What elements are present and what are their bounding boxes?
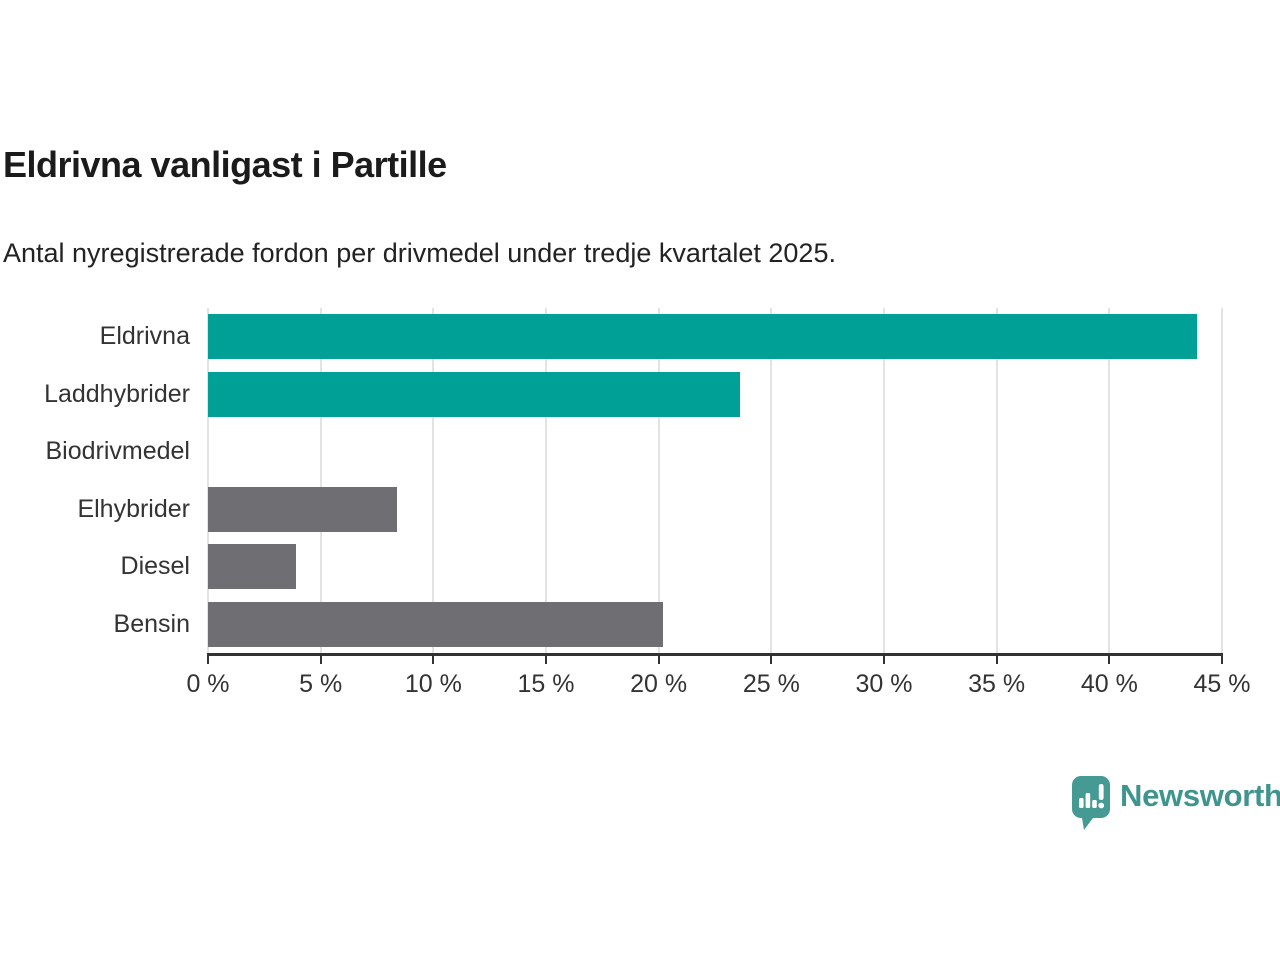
category-label: Elhybrider [77,494,190,523]
x-axis-tick [1221,653,1223,664]
bar-row: Laddhybrider [0,366,1280,424]
x-axis-tick-label: 25 % [742,670,800,698]
x-axis-tick-label: 0 % [186,670,230,698]
x-axis-tick [657,653,660,664]
gridline [1108,308,1111,653]
newsworthy-chart-bubble-icon [1072,776,1110,830]
x-axis-tick [770,653,773,664]
gridline [883,308,885,653]
x-axis-tick-label: 20 % [630,670,688,698]
chart-title: Eldrivna vanligast i Partille [3,144,447,185]
gridline [1221,308,1223,653]
x-axis-line [207,653,1223,656]
bar-laddhybrider [208,371,740,417]
chart-subtitle: Antal nyregistrerade fordon per drivmede… [3,238,836,268]
category-label: Laddhybrider [44,379,190,408]
x-axis-tick-label: 30 % [855,670,913,698]
gridline [319,308,322,653]
bar-row: Eldrivna [0,308,1280,366]
x-axis-tick-label: 45 % [1193,670,1251,698]
x-axis-tick-label: 35 % [968,670,1026,698]
x-axis-tick [319,653,322,664]
x-axis-tick-label: 5 % [299,670,343,698]
x-axis-tick [1108,653,1111,664]
bar-row: Bensin [0,596,1280,654]
gridline [432,308,435,653]
category-label: Biodrivmedel [45,437,190,466]
category-label: Diesel [120,552,190,581]
x-axis-tick [207,653,209,664]
x-axis-tick-label: 10 % [404,670,462,698]
gridline [770,308,773,653]
bar-elhybrider [208,486,398,532]
x-axis-tick [995,653,998,664]
bar-row: Elhybrider [0,481,1280,539]
bar-diesel [208,544,296,590]
bar-row: Diesel [0,538,1280,596]
gridline [545,308,547,653]
category-label: Bensin [113,609,190,638]
bar-row: Biodrivmedel [0,423,1280,481]
bar-eldrivna [208,314,1198,360]
x-axis-tick [883,653,885,664]
gridline [657,308,660,653]
x-axis-tick-label: 15 % [517,670,575,698]
newsworthy-logo-text: Newsworthy [1120,778,1280,813]
newsworthy-logo: Newsworthy [1072,776,1280,832]
category-label: Eldrivna [99,322,190,351]
x-axis-tick [545,653,547,664]
x-axis-tick-label: 40 % [1080,670,1138,698]
bar-bensin [208,601,664,647]
gridline [995,308,998,653]
gridline [207,308,209,653]
x-axis-tick [432,653,435,664]
